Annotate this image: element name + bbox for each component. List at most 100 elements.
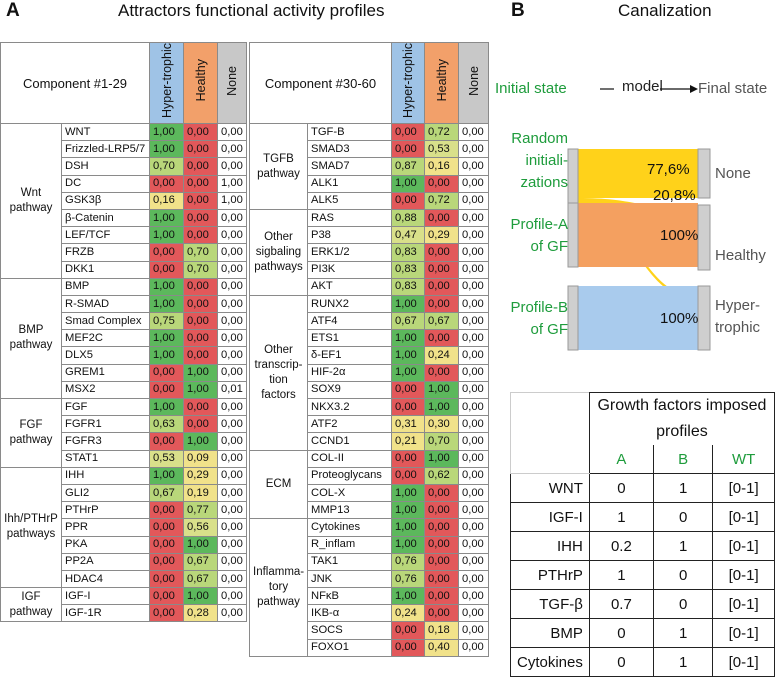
flow-profile-b-hyper	[578, 286, 698, 350]
activity-value: 0,00	[458, 363, 489, 382]
node-label: GLI2	[60, 483, 151, 503]
target-none: None	[715, 165, 751, 182]
activity-value: 0,29	[183, 466, 219, 485]
gf-value: [0-1]	[712, 589, 775, 619]
activity-value: 0,16	[424, 157, 459, 176]
activity-value: 0,31	[391, 415, 425, 434]
table-row: PTHrP 0,00 0,77 0,00	[1, 501, 248, 520]
gf-value: 0.7	[588, 589, 654, 619]
growth-factor-label: Cytokines	[510, 647, 590, 677]
activity-value: 0,00	[391, 621, 425, 640]
table-row: Proteoglycans 0,00 0,62 0,00	[250, 466, 489, 485]
activity-value: 0,00	[217, 398, 248, 417]
node-label: DLX5	[60, 346, 151, 365]
activity-value: 1,00	[391, 329, 425, 348]
activity-value: 0,00	[217, 604, 248, 623]
gf-value: 0	[652, 560, 714, 590]
activity-value: 0,70	[149, 157, 185, 176]
activity-value: 0,00	[183, 277, 219, 296]
activity-value: 0,00	[391, 140, 425, 159]
activity-value: 0,00	[458, 535, 489, 554]
pathway-group-label: TGFB pathway	[249, 123, 308, 210]
node-label: HIF-2α	[307, 363, 392, 382]
component-header: Component #30-60	[249, 41, 392, 125]
node-label: GREM1	[60, 363, 151, 382]
activity-value: 0,00	[424, 329, 459, 348]
table-row: IGF-I 1 0 [0-1]	[510, 502, 775, 532]
table-row: DLX5 1,00 0,00 0,00	[1, 346, 248, 365]
activity-value: 1,00	[149, 208, 185, 228]
node-hyper	[697, 285, 711, 351]
activity-value: 0,00	[149, 260, 185, 279]
node-label: MEF2C	[60, 329, 151, 348]
growth-factor-label: TGF-β	[510, 589, 590, 619]
node-label: SOX9	[307, 380, 392, 400]
pathway-group-label: Other sigbaling pathways	[249, 208, 308, 296]
node-label: HDAC4	[60, 569, 151, 589]
activity-value: 0,00	[424, 260, 459, 279]
node-label: PI3K	[307, 260, 392, 279]
activity-value: 0,00	[424, 552, 459, 571]
activity-value: 0,00	[391, 638, 425, 657]
activity-value: 1,00	[149, 346, 185, 365]
pct-healthy: 100%	[660, 227, 699, 244]
table-row: Cytokines 0 1 [0-1]	[510, 647, 775, 677]
pathway-group-label: IGF pathway	[0, 587, 62, 623]
activity-value: 0,00	[149, 380, 185, 400]
node-label: R-SMAD	[60, 294, 151, 314]
activity-value: 0,00	[149, 432, 185, 451]
gf-value: 0	[652, 502, 714, 532]
node-label: Frizzled-LRP5/7	[60, 140, 151, 159]
gf-value: [0-1]	[712, 618, 775, 648]
gf-value: 0	[652, 589, 714, 619]
table-row: FGF pathway FGF 1,00 0,00 0,00	[0, 398, 248, 468]
activity-value: 0,00	[458, 415, 489, 434]
activity-value: 0,00	[183, 140, 219, 159]
activity-value: 0,00	[149, 587, 185, 606]
activity-value: 0,00	[217, 260, 248, 279]
activity-value: 0,00	[149, 501, 185, 520]
activity-value: 0,00	[458, 638, 489, 657]
gf-value: [0-1]	[712, 560, 775, 590]
node-label: JNK	[307, 569, 392, 589]
gf-column-header: A	[588, 445, 654, 474]
activity-value: 0,00	[183, 226, 219, 245]
gf-value: 1	[652, 531, 714, 561]
gf-value: 1	[652, 473, 714, 503]
table-row: MEF2C 1,00 0,00 0,00	[1, 329, 248, 348]
table-row: COL-X 1,00 0,00 0,00	[250, 483, 489, 503]
table-row: GREM1 0,00 1,00 0,00	[1, 363, 248, 382]
node-label: DSH	[60, 157, 151, 176]
activity-value: 0,00	[391, 398, 425, 417]
table-row: JNK 0,76 0,00 0,00	[250, 569, 489, 589]
table-row: FGFR3 0,00 1,00 0,00	[1, 432, 248, 451]
activity-value: 0,00	[458, 294, 489, 314]
gf-value: [0-1]	[712, 473, 775, 503]
node-label: TAK1	[307, 552, 392, 571]
panel-b-title: Canalization	[618, 1, 712, 20]
activity-value: 0,70	[183, 243, 219, 262]
table-row: BMP pathway BMP 1,00 0,00 0,00	[0, 277, 248, 400]
node-label: COL-II	[307, 449, 392, 468]
activity-value: 0,00	[217, 329, 248, 348]
table-row: PKA 0,00 1,00 0,00	[1, 535, 248, 554]
activity-value: 0,00	[458, 604, 489, 623]
table-row: IHH 0.2 1 [0-1]	[510, 531, 775, 561]
activity-value: 0,00	[458, 483, 489, 503]
activity-value: 0,00	[424, 243, 459, 262]
node-healthy	[697, 204, 711, 271]
growth-factor-label: PTHrP	[510, 560, 590, 590]
activity-value: 0,00	[424, 174, 459, 193]
activity-value: 0,00	[183, 329, 219, 348]
activity-value: 0,76	[391, 552, 425, 571]
node-label: RUNX2	[307, 294, 392, 314]
activity-value: 0,00	[458, 157, 489, 176]
table-row: ECM COL-II 0,00 1,00 0,00	[249, 449, 489, 520]
activity-value: 0,00	[458, 587, 489, 606]
activity-value: 0,00	[391, 380, 425, 400]
gf-value: 0.2	[588, 531, 654, 561]
gf-value: [0-1]	[712, 531, 775, 561]
target-hyper: Hyper-trophic	[715, 297, 761, 336]
activity-value: 0,00	[149, 174, 185, 193]
activity-value: 0,77	[183, 501, 219, 520]
